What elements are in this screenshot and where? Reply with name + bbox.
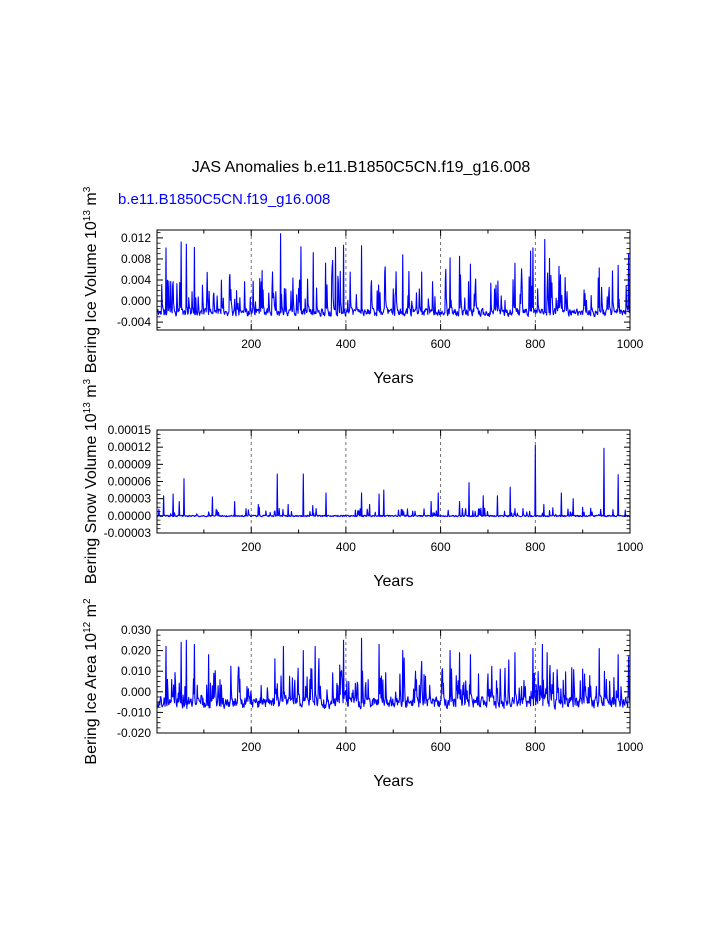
- y-tick-label: 0.00006: [108, 475, 152, 489]
- y-tick-label: 0.000: [121, 685, 151, 699]
- x-tick-label: 400: [336, 540, 356, 554]
- y-tick-label: 0.020: [121, 644, 151, 658]
- series-line-bering-ice-volume: [156, 233, 631, 318]
- plot-frame: [156, 429, 631, 534]
- x-tick-label: 400: [336, 740, 356, 754]
- x-tick-label: 800: [525, 337, 545, 351]
- series-line-bering-ice-area: [156, 637, 631, 710]
- y-tick-label: -0.010: [117, 705, 151, 719]
- y-tick-label: 0.00003: [108, 492, 152, 506]
- y-tick-label: -0.004: [117, 315, 151, 329]
- y-axis-label: Bering Snow Volume 1013 m3: [82, 378, 100, 584]
- x-axis-label: Years: [373, 370, 413, 387]
- y-tick-label: 0.004: [121, 273, 151, 287]
- x-tick-label: 600: [431, 540, 451, 554]
- x-tick-label: 1000: [617, 337, 644, 351]
- y-tick-label: -0.020: [117, 726, 151, 740]
- x-tick-label: 600: [431, 337, 451, 351]
- x-tick-label: 400: [336, 337, 356, 351]
- x-tick-label: 800: [525, 540, 545, 554]
- chart-panel-3: 200 400 600 800 1000 -0.020 -0.010 0.000 0.010 0.…: [82, 598, 644, 790]
- y-tick-label: 0.010: [121, 664, 151, 678]
- x-tick-label: 800: [525, 740, 545, 754]
- x-axis-label: Years: [373, 573, 413, 590]
- series-line-bering-snow-volume: [156, 444, 631, 518]
- panels: 200 400 600 800 1000 -0.004 0.000 0.004 0.008 0.0…: [82, 186, 644, 790]
- figure-subtitle: b.e11.B1850C5CN.f19_g16.008: [118, 191, 330, 208]
- figure-title: JAS Anomalies b.e11.B1850C5CN.f19_g16.00…: [192, 159, 531, 176]
- x-tick-label: 1000: [617, 740, 644, 754]
- x-axis-label: Years: [373, 773, 413, 790]
- chart-panel-1: 200 400 600 800 1000 -0.004 0.000 0.004 0.008 0.0…: [82, 186, 644, 387]
- y-tick-label: 0.012: [121, 231, 151, 245]
- plot-frame: [156, 629, 631, 734]
- y-tick-label: 0.00015: [108, 423, 152, 437]
- y-axis-label: Bering Ice Area 1012 m2: [82, 598, 100, 765]
- y-tick-label: 0.00009: [108, 457, 152, 471]
- y-tick-label: -0.00003: [104, 526, 152, 540]
- x-tick-label: 600: [431, 740, 451, 754]
- x-tick-label: 200: [241, 540, 261, 554]
- x-tick-label: 200: [241, 337, 261, 351]
- x-tick-label: 200: [241, 740, 261, 754]
- chart-panel-2: 200 400 600 800 1000 -0.00003 0.00000 0.00003 0.…: [82, 378, 644, 590]
- x-tick-label: 1000: [617, 540, 644, 554]
- y-tick-label: 0.008: [121, 252, 151, 266]
- y-axis-label: Bering Ice Volume 1013 m3: [82, 186, 100, 373]
- y-tick-label: 0.030: [121, 623, 151, 637]
- y-tick-label: 0.000: [121, 294, 151, 308]
- y-tick-label: 0.00012: [108, 440, 152, 454]
- y-tick-label: 0.00000: [108, 509, 152, 523]
